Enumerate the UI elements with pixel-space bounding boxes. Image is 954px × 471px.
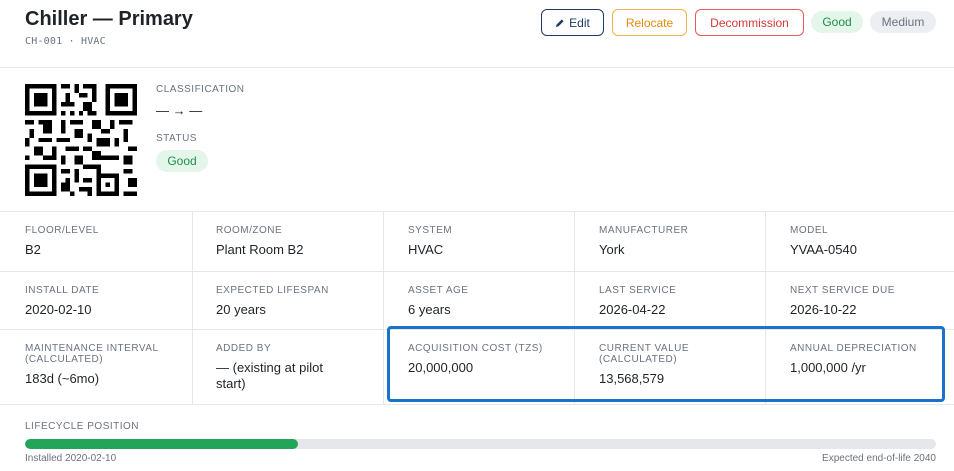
field-model: MODEL YVAA-0540 xyxy=(766,212,954,271)
field-label: SYSTEM xyxy=(408,225,453,236)
lifecycle-progress-bar xyxy=(25,439,936,449)
lifecycle-label: LIFECYCLE POSITION xyxy=(25,421,140,432)
field-value: 20 years xyxy=(216,302,266,317)
edit-button[interactable]: Edit xyxy=(541,9,604,36)
status-badge: Good xyxy=(156,150,208,172)
field-added-by: ADDED BY — (existing at pilot start) xyxy=(193,330,384,404)
field-value: York xyxy=(599,242,625,257)
field-value: 2020-02-10 xyxy=(25,302,92,317)
classification-label: CLASSIFICATION xyxy=(156,84,245,95)
field-next-service-due: NEXT SERVICE DUE 2026-10-22 xyxy=(766,272,954,329)
field-label: LAST SERVICE xyxy=(599,285,677,296)
field-value: Plant Room B2 xyxy=(216,242,304,257)
field-value: B2 xyxy=(25,242,41,257)
field-label: MANUFACTURER xyxy=(599,225,689,236)
field-label: ROOM/ZONE xyxy=(216,225,283,236)
field-last-service: LAST SERVICE 2026-04-22 xyxy=(575,272,766,329)
field-value: 183d (~6mo) xyxy=(25,371,100,386)
field-current-value: CURRENT VALUE (CALCULATED) 13,568,579 xyxy=(575,330,766,404)
field-system: SYSTEM HVAC xyxy=(384,212,575,271)
field-maintenance-interval: MAINTENANCE INTERVAL (CALCULATED) 183d (… xyxy=(0,330,193,404)
lifecycle-progress-fill xyxy=(25,439,299,449)
field-label: MAINTENANCE INTERVAL (CALCULATED) xyxy=(25,343,159,365)
field-label: ASSET AGE xyxy=(408,285,469,296)
field-acquisition-cost: ACQUISITION COST (TZS) 20,000,000 xyxy=(384,330,575,404)
field-label: INSTALL DATE xyxy=(25,285,100,296)
field-install-date: INSTALL DATE 2020-02-10 xyxy=(0,272,193,329)
qr-section: CLASSIFICATION — → — STATUS Good xyxy=(0,68,954,212)
decommission-button[interactable]: Decommission xyxy=(695,9,804,36)
field-floor-level: FLOOR/LEVEL B2 xyxy=(0,212,193,271)
field-value: 2026-10-22 xyxy=(790,302,857,317)
relocate-button[interactable]: Relocate xyxy=(612,9,687,36)
field-value: HVAC xyxy=(408,242,444,257)
field-value: — (existing at pilot start) xyxy=(216,360,323,391)
field-annual-depreciation: ANNUAL DEPRECIATION 1,000,000 /yr xyxy=(766,330,954,404)
classification-value: — → — xyxy=(156,103,203,118)
field-value: 2026-04-22 xyxy=(599,302,666,317)
field-value: 1,000,000 /yr xyxy=(790,360,866,375)
field-label: CURRENT VALUE (CALCULATED) xyxy=(599,343,690,365)
field-value: 20,000,000 xyxy=(408,360,474,375)
status-label: STATUS xyxy=(156,133,197,144)
field-label: ACQUISITION COST (TZS) xyxy=(408,343,543,354)
lifecycle-section: LIFECYCLE POSITION Installed 2020-02-10 … xyxy=(0,406,954,471)
asset-code: CH-001 · HVAC xyxy=(25,36,106,47)
field-value: 6 years xyxy=(408,302,451,317)
field-manufacturer: MANUFACTURER York xyxy=(575,212,766,271)
details-row: INSTALL DATE 2020-02-10 EXPECTED LIFESPA… xyxy=(0,272,954,330)
field-label: ANNUAL DEPRECIATION xyxy=(790,343,917,354)
condition-badge: Good xyxy=(811,11,863,33)
criticality-badge: Medium xyxy=(870,11,936,33)
edit-button-label: Edit xyxy=(569,15,590,30)
field-label: NEXT SERVICE DUE xyxy=(790,285,895,296)
qr-code xyxy=(25,84,137,196)
field-label: MODEL xyxy=(790,225,829,236)
pencil-icon xyxy=(556,18,564,27)
asset-header: Chiller — Primary CH-001 · HVAC Edit Rel… xyxy=(0,0,954,68)
field-label: EXPECTED LIFESPAN xyxy=(216,285,329,296)
field-room-zone: ROOM/ZONE Plant Room B2 xyxy=(193,212,384,271)
field-label: ADDED BY xyxy=(216,343,272,354)
field-value: 13,568,579 xyxy=(599,371,665,386)
details-row: MAINTENANCE INTERVAL (CALCULATED) 183d (… xyxy=(0,330,954,405)
page-title: Chiller — Primary xyxy=(25,8,193,30)
field-asset-age: ASSET AGE 6 years xyxy=(384,272,575,329)
field-value: YVAA-0540 xyxy=(790,242,857,257)
field-label: FLOOR/LEVEL xyxy=(25,225,99,236)
lifecycle-start-text: Installed 2020-02-10 xyxy=(25,453,117,464)
details-row: FLOOR/LEVEL B2 ROOM/ZONE Plant Room B2 S… xyxy=(0,212,954,272)
lifecycle-end-text: Expected end-of-life 2040 xyxy=(822,453,936,464)
field-expected-lifespan: EXPECTED LIFESPAN 20 years xyxy=(193,272,384,329)
